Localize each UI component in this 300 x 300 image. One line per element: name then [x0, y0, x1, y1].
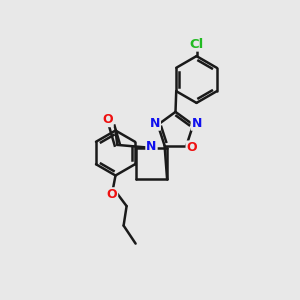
Text: O: O [187, 141, 197, 154]
Text: N: N [146, 140, 157, 153]
Text: O: O [106, 188, 117, 201]
Text: N: N [150, 117, 160, 130]
Text: O: O [102, 113, 113, 126]
Text: Cl: Cl [189, 38, 204, 51]
Text: N: N [192, 117, 202, 130]
